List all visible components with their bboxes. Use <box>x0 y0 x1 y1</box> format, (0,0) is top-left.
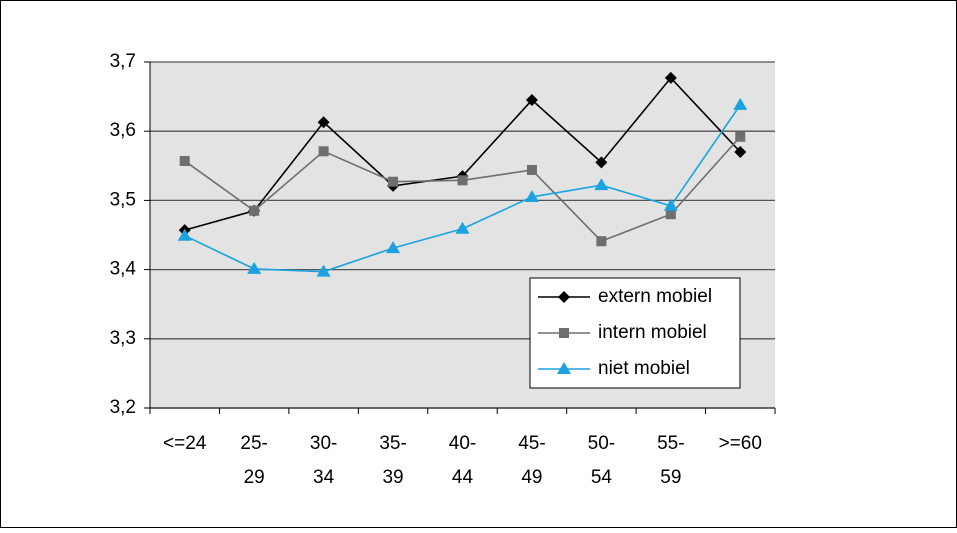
marker <box>733 97 748 110</box>
x-tick-label: <=24 <box>163 433 207 454</box>
marker <box>526 164 537 175</box>
x-tick-label: 55-59 <box>657 433 684 488</box>
marker <box>524 189 539 202</box>
marker <box>525 94 538 107</box>
y-tick-label: 3,2 <box>110 397 136 418</box>
x-tick-label: 50-54 <box>588 433 615 488</box>
marker <box>665 209 676 220</box>
marker <box>557 362 571 374</box>
x-tick-label: 30-34 <box>310 433 337 488</box>
y-tick-label: 3,5 <box>110 189 136 210</box>
x-tick-label: 35-39 <box>379 433 406 488</box>
y-tick-label: 3,7 <box>110 51 136 72</box>
marker <box>663 198 678 211</box>
marker <box>595 156 608 169</box>
marker <box>596 236 607 247</box>
x-tick-label: >=60 <box>719 433 762 454</box>
marker <box>386 241 401 254</box>
marker <box>249 205 260 216</box>
marker <box>318 146 329 157</box>
marker <box>179 155 190 166</box>
y-tick-label: 3,4 <box>110 259 137 280</box>
marker <box>594 178 609 191</box>
marker <box>734 145 747 158</box>
x-tick-label: 40-44 <box>449 433 476 488</box>
marker <box>558 291 570 303</box>
y-tick-label: 3,6 <box>110 120 136 141</box>
marker <box>457 175 468 186</box>
marker <box>559 328 569 338</box>
marker <box>664 71 677 84</box>
marker <box>455 221 470 234</box>
legend-label: intern mobiel <box>598 322 707 343</box>
marker <box>317 116 330 129</box>
y-tick-label: 3,3 <box>110 328 136 349</box>
marker <box>735 131 746 142</box>
marker <box>316 264 331 277</box>
marker <box>177 228 192 241</box>
legend-label: extern mobiel <box>598 286 712 307</box>
legend-label: niet mobiel <box>598 358 690 379</box>
marker <box>247 261 262 274</box>
x-tick-label: 25-29 <box>240 433 267 488</box>
x-tick-label: 45-49 <box>518 433 545 488</box>
marker <box>388 176 399 187</box>
